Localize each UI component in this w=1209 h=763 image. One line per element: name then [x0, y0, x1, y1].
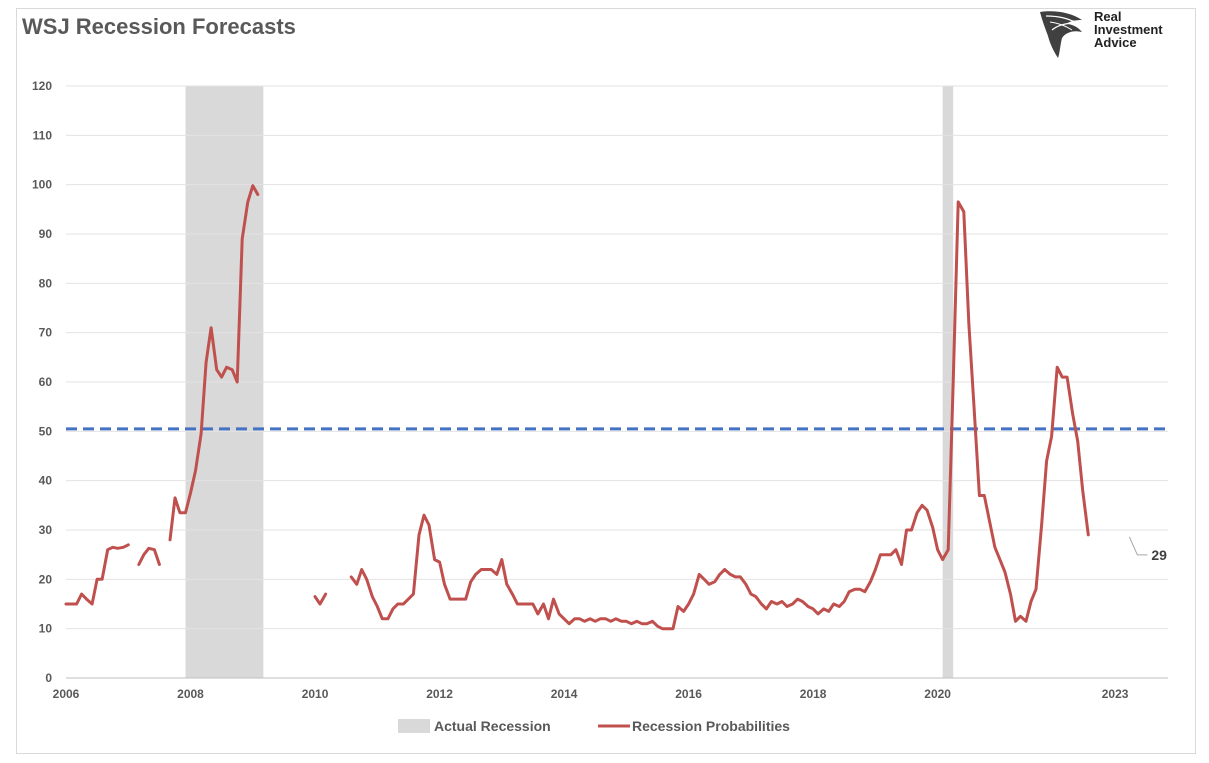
y-tick-label: 60 [39, 375, 53, 389]
eagle-logo-icon [1040, 11, 1082, 58]
y-tick-label: 90 [39, 227, 53, 241]
y-tick-label: 40 [39, 474, 53, 488]
legend-swatch-recession [398, 719, 430, 733]
x-tick-label: 2018 [800, 687, 827, 701]
gridlines [66, 85, 1168, 679]
logo-text: Real Investment Advice [1094, 10, 1163, 49]
y-tick-label: 80 [39, 276, 53, 290]
y-tick-label: 70 [39, 326, 53, 340]
series-lines [64, 184, 1090, 631]
x-tick-label: 2010 [302, 687, 329, 701]
x-tick-label: 2020 [924, 687, 951, 701]
logo-line-3: Advice [1094, 35, 1137, 50]
legend-label: Recession Probabilities [632, 718, 790, 734]
x-tick-label: 2006 [53, 687, 80, 701]
y-tick-label: 100 [32, 178, 52, 192]
annotations: 29 [1128, 536, 1167, 563]
series-line-segment [349, 200, 1090, 631]
series-line-segment [137, 546, 161, 566]
y-tick-label: 20 [39, 572, 53, 586]
x-tick-label: 2016 [675, 687, 702, 701]
x-tick-label: 2008 [177, 687, 204, 701]
legend-label: Actual Recession [434, 718, 551, 734]
y-tick-label: 110 [33, 128, 53, 142]
y-tick-label: 50 [39, 424, 53, 438]
series-line-segment [64, 543, 130, 606]
annotation-label: 29 [1151, 547, 1167, 563]
legend: Actual Recession Recession Probabilities [398, 718, 790, 734]
y-tick-label: 30 [39, 523, 53, 537]
y-tick-label: 0 [45, 671, 52, 685]
logo-line-1: Real [1094, 9, 1122, 24]
series-line-segment [313, 592, 328, 606]
logo-line-2: Investment [1094, 22, 1163, 37]
y-axis-ticks: 0 10 20 30 40 50 60 70 80 90 100 110 120 [32, 79, 52, 685]
x-axis-ticks: 2006 2008 2010 2012 2014 2016 2018 2020 2023 [53, 687, 1129, 701]
x-tick-label: 2014 [551, 687, 578, 701]
y-tick-label: 10 [39, 622, 53, 636]
annotation-leader [1128, 536, 1148, 556]
y-tick-label: 120 [32, 79, 52, 93]
series-line-segment [168, 184, 260, 542]
x-tick-label: 2012 [426, 687, 453, 701]
chart-title: WSJ Recession Forecasts [22, 14, 296, 39]
x-tick-label: 2023 [1102, 687, 1129, 701]
